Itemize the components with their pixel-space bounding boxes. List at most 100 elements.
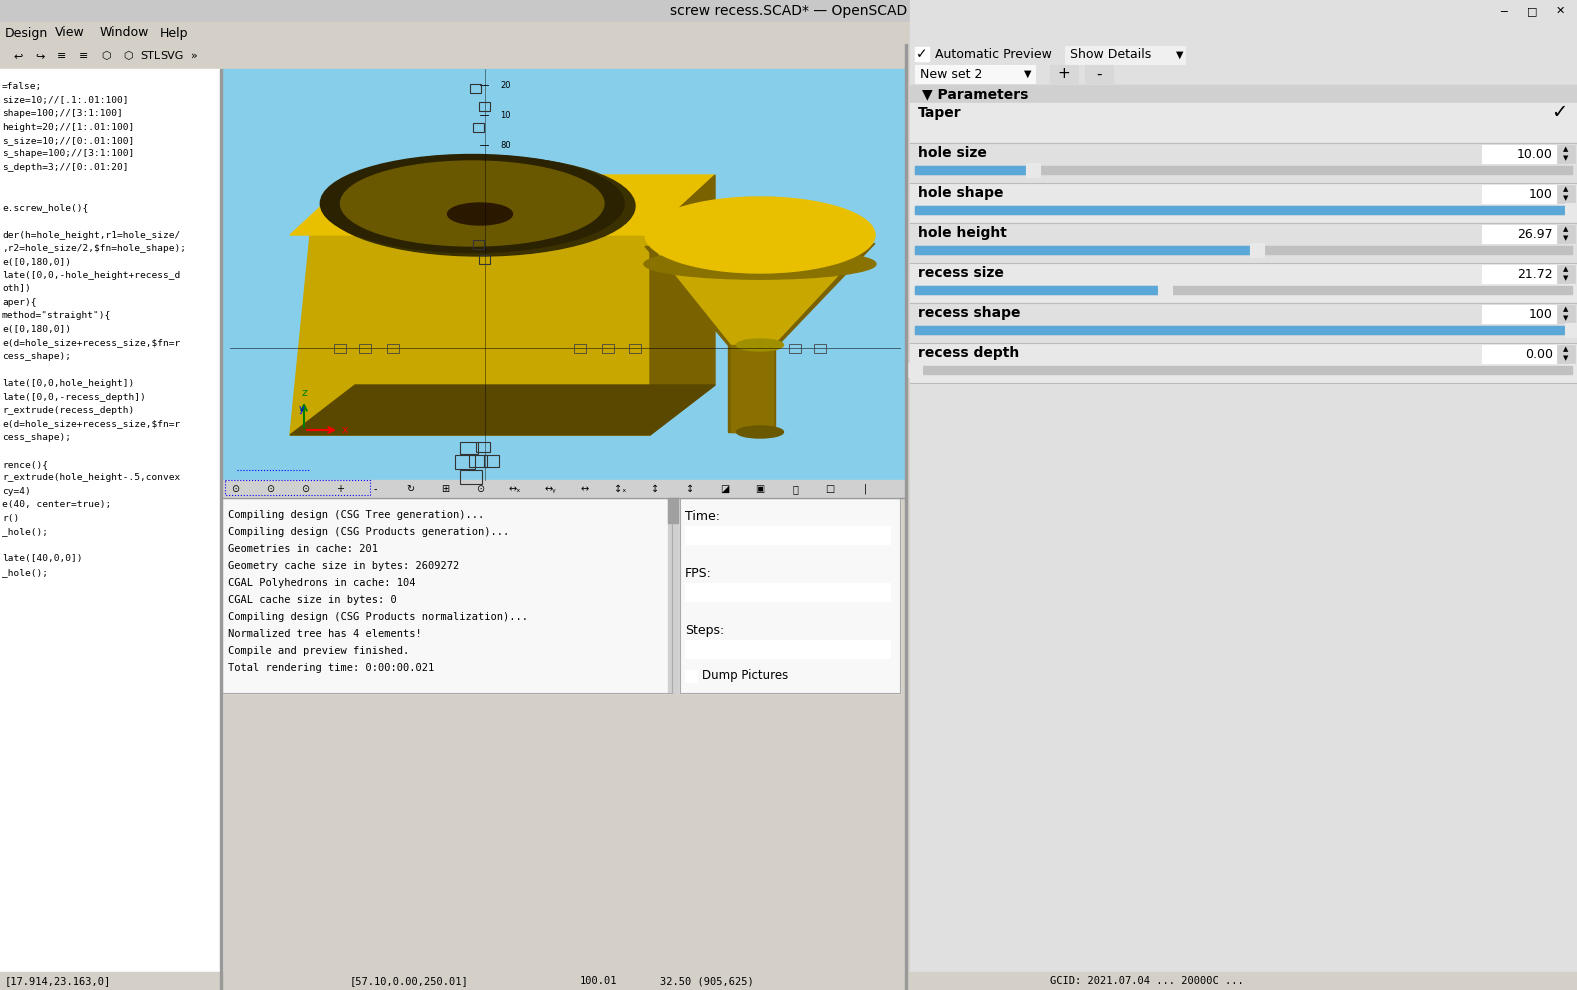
Bar — [1027, 163, 1041, 177]
Polygon shape — [645, 247, 732, 345]
Text: -: - — [374, 484, 377, 494]
Text: ▼: ▼ — [1176, 50, 1184, 60]
Bar — [1050, 65, 1079, 83]
Text: hole height: hole height — [918, 226, 1006, 240]
Text: rence(){: rence(){ — [2, 460, 47, 469]
Bar — [1064, 46, 1184, 64]
Ellipse shape — [320, 154, 624, 252]
Bar — [222, 498, 672, 693]
Text: Dump Pictures: Dump Pictures — [702, 669, 788, 682]
Text: »: » — [191, 51, 197, 61]
Text: ≡: ≡ — [79, 51, 88, 61]
Text: ↔ᵧ: ↔ᵧ — [544, 484, 555, 494]
Bar — [476, 442, 490, 452]
Bar — [1482, 305, 1556, 323]
Text: late([0,0,hole_height]): late([0,0,hole_height]) — [2, 379, 134, 388]
Ellipse shape — [736, 426, 784, 438]
Bar — [915, 166, 1033, 174]
Text: screw recess.SCAD* — OpenSCAD: screw recess.SCAD* — OpenSCAD — [670, 4, 907, 18]
Bar — [915, 326, 1572, 334]
Bar — [1482, 225, 1556, 243]
Bar — [1556, 314, 1575, 323]
Text: 26.97: 26.97 — [1517, 228, 1553, 241]
Bar — [1556, 185, 1575, 194]
Text: late([0,0,-recess_depth]): late([0,0,-recess_depth]) — [2, 392, 145, 402]
Bar — [456, 455, 475, 469]
Text: ▼: ▼ — [1563, 235, 1569, 241]
Text: |: | — [863, 484, 867, 494]
Bar — [602, 344, 613, 353]
Text: x: x — [342, 425, 349, 435]
Text: ↔: ↔ — [580, 484, 590, 494]
Text: ▲: ▲ — [1563, 346, 1569, 352]
Text: Help: Help — [159, 27, 189, 40]
Text: ⊞: ⊞ — [442, 484, 449, 494]
Bar — [484, 455, 498, 467]
Bar — [910, 263, 1577, 303]
Text: [57.10,0.00,250.01]: [57.10,0.00,250.01] — [350, 976, 468, 986]
Bar — [334, 344, 345, 353]
Text: Geometry cache size in bytes: 2609272: Geometry cache size in bytes: 2609272 — [229, 561, 459, 571]
Text: s_size=10;//[0:.01:100]: s_size=10;//[0:.01:100] — [2, 136, 134, 145]
Text: 0.00: 0.00 — [1525, 347, 1553, 360]
Polygon shape — [650, 175, 714, 435]
Ellipse shape — [736, 339, 784, 351]
Bar — [684, 640, 889, 658]
Bar — [460, 470, 483, 484]
Text: r_extrude(hole_height-.5,convex: r_extrude(hole_height-.5,convex — [2, 473, 180, 482]
Text: hole shape: hole shape — [918, 186, 1003, 200]
Bar — [915, 206, 1572, 214]
Bar — [468, 455, 487, 467]
Ellipse shape — [341, 161, 604, 246]
Bar — [915, 166, 1572, 174]
Polygon shape — [732, 345, 773, 432]
Text: ↪: ↪ — [35, 51, 44, 61]
Text: e([0,180,0]): e([0,180,0]) — [2, 257, 71, 266]
Bar — [910, 143, 1577, 183]
Text: ✓: ✓ — [916, 47, 927, 61]
Text: shape=100;//[3:1:100]: shape=100;//[3:1:100] — [2, 109, 123, 118]
Text: ⊙: ⊙ — [476, 484, 484, 494]
Polygon shape — [290, 385, 714, 435]
Text: z: z — [301, 388, 308, 398]
Text: aper){: aper){ — [2, 298, 36, 307]
Bar — [1556, 194, 1575, 203]
Bar — [788, 344, 801, 353]
Text: □: □ — [1527, 6, 1538, 16]
Text: 10.00: 10.00 — [1517, 148, 1553, 160]
Bar — [222, 498, 672, 693]
Bar — [680, 498, 900, 693]
Bar — [669, 498, 678, 523]
Bar — [360, 344, 371, 353]
Text: View: View — [55, 27, 85, 40]
Ellipse shape — [418, 186, 527, 221]
Text: ⊙: ⊙ — [267, 484, 274, 494]
Text: _hole();: _hole(); — [2, 528, 47, 537]
Bar — [0, 0, 1577, 22]
Text: ▼: ▼ — [1563, 355, 1569, 361]
Polygon shape — [653, 247, 867, 345]
Bar — [915, 246, 1572, 254]
Text: ↩: ↩ — [13, 51, 22, 61]
Text: ✕: ✕ — [1555, 6, 1564, 16]
Bar — [1249, 243, 1263, 257]
Text: +: + — [336, 484, 344, 494]
Text: e(40, center=true);: e(40, center=true); — [2, 501, 112, 510]
Text: cy=4): cy=4) — [2, 487, 30, 496]
Bar — [0, 972, 1577, 990]
Text: +: + — [1058, 66, 1071, 81]
Text: s_shape=100;//[3:1:100]: s_shape=100;//[3:1:100] — [2, 149, 134, 158]
Bar — [915, 246, 1257, 254]
Text: ⊙: ⊙ — [230, 484, 240, 494]
Text: recess shape: recess shape — [918, 306, 1020, 320]
Text: ↕ₓ: ↕ₓ — [613, 484, 626, 494]
Bar — [1556, 225, 1575, 234]
Bar — [222, 69, 905, 480]
Text: Compile and preview finished.: Compile and preview finished. — [229, 646, 410, 656]
Bar — [0, 22, 1577, 44]
Text: STL: STL — [140, 51, 159, 61]
Text: method="straight"){: method="straight"){ — [2, 312, 112, 321]
Text: 21.72: 21.72 — [1517, 267, 1553, 280]
Ellipse shape — [643, 248, 875, 279]
Text: ▼: ▼ — [1023, 69, 1031, 79]
